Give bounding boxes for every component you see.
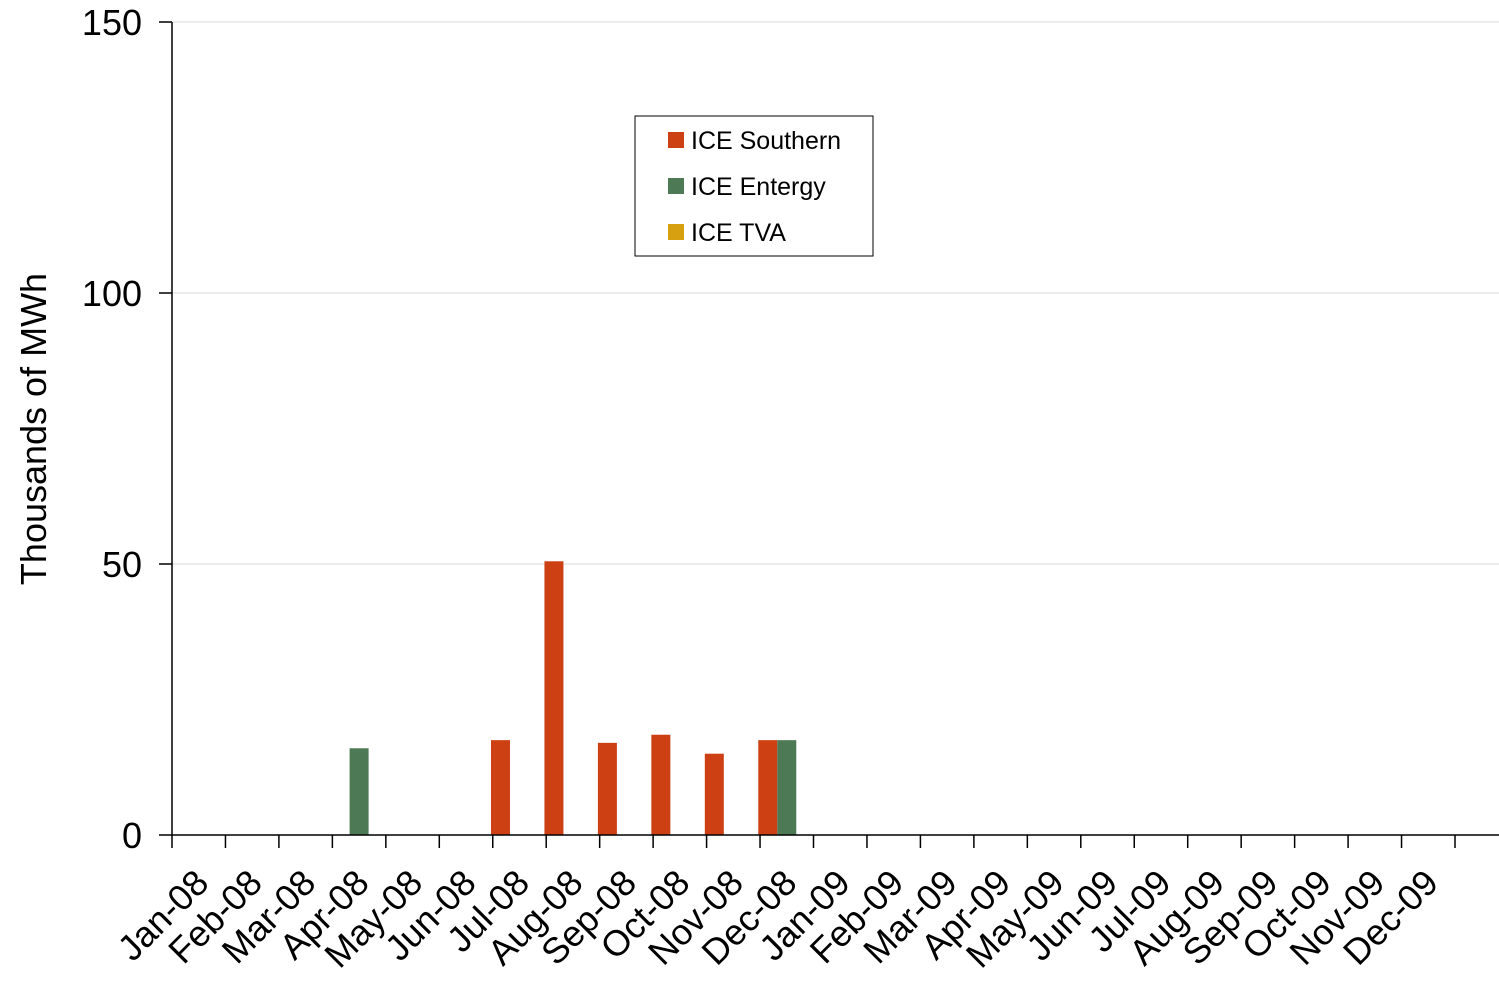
axes (159, 21, 1499, 848)
legend-swatch (668, 132, 684, 148)
bar-ice-southern (651, 734, 671, 835)
y-tick-label: 100 (82, 273, 142, 314)
bar-ice-southern (544, 561, 564, 835)
legend-swatch (668, 178, 684, 194)
bar-ice-entergy (349, 748, 369, 835)
y-tick-labels: 0 50 100 150 (82, 2, 142, 856)
bars (349, 561, 797, 835)
y-axis-label: Thousands of MWh (13, 273, 54, 585)
legend-label: ICE TVA (691, 219, 786, 247)
y-tick-label: 50 (102, 544, 142, 585)
legend: ICE Southern ICE Entergy ICE TVA (634, 115, 874, 257)
bar-ice-southern (490, 740, 510, 835)
legend-label: ICE Southern (691, 127, 841, 155)
y-tick-label: 150 (82, 2, 142, 43)
gridlines (172, 21, 1499, 565)
bar-ice-southern (597, 742, 617, 835)
bar-ice-southern (758, 740, 778, 835)
legend-swatch (668, 224, 684, 240)
bar-ice-southern (704, 753, 724, 835)
y-tick-label: 0 (122, 815, 142, 856)
legend-label: ICE Entergy (691, 173, 826, 201)
bar-ice-entergy (777, 740, 797, 835)
x-tick-labels: Jan-08Feb-08Mar-08Apr-08May-08Jun-08Jul-… (110, 862, 1446, 976)
